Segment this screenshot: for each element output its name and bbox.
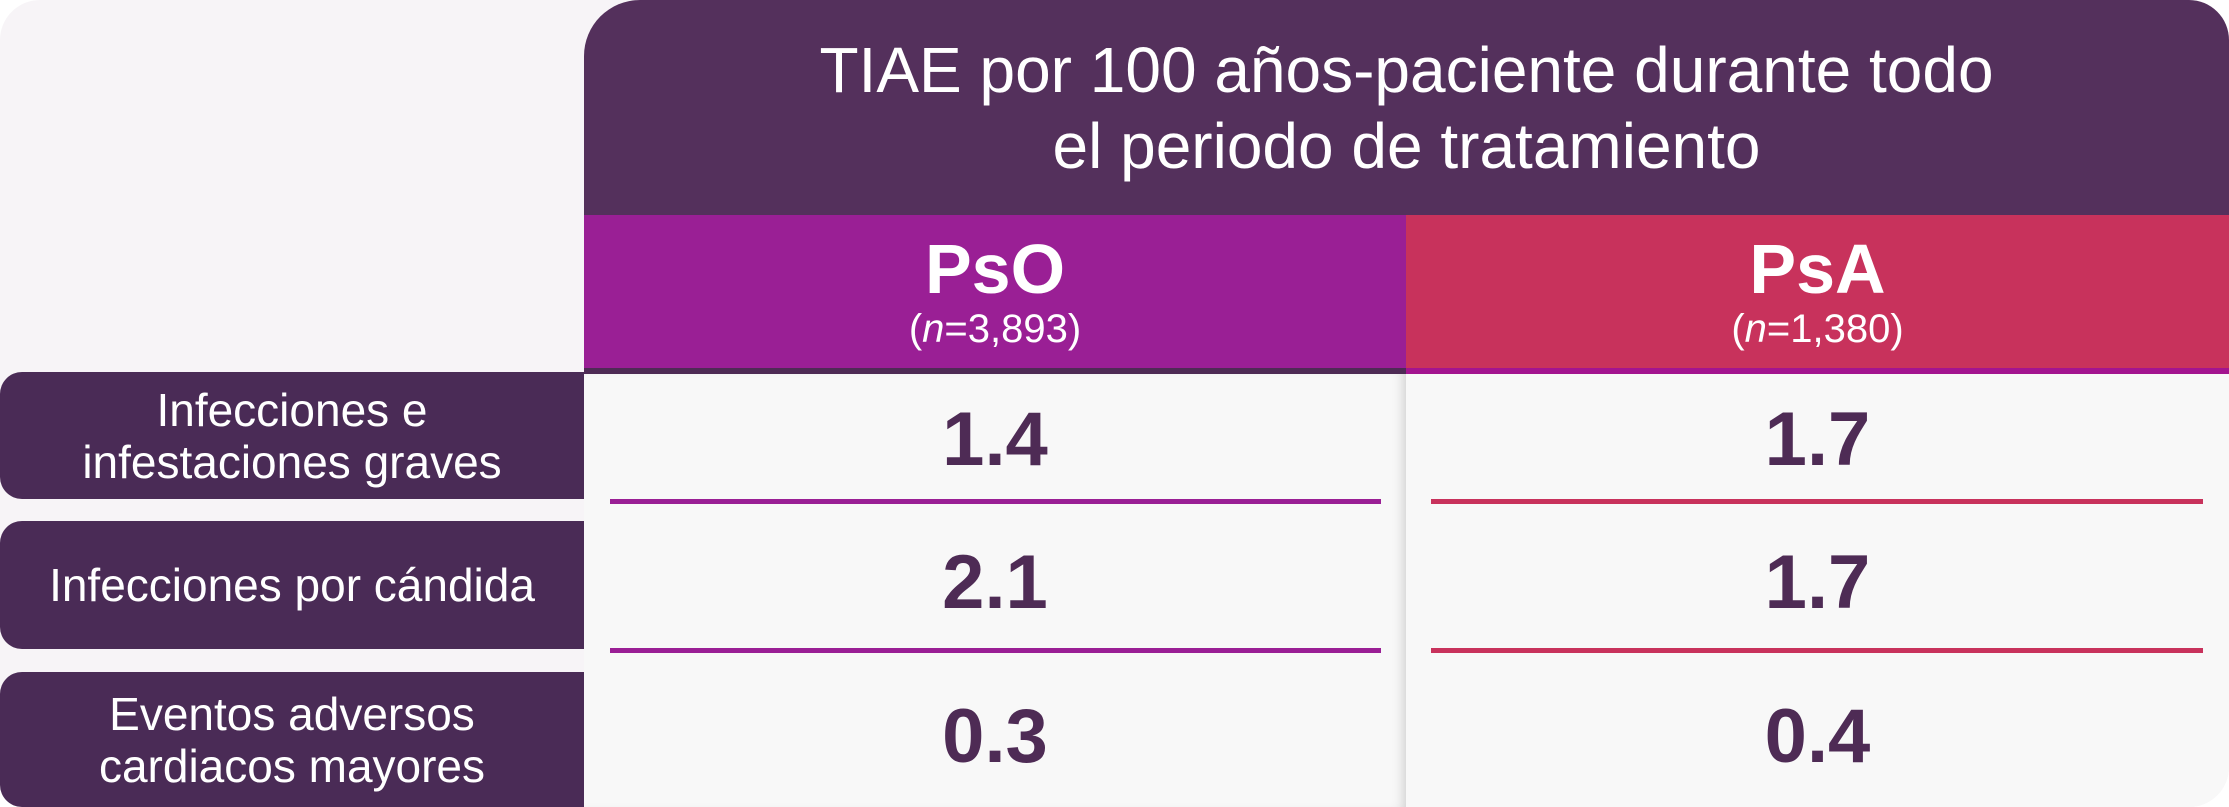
column-header-psa: PsA (n=1,380) bbox=[1406, 215, 2229, 368]
column-body-pso bbox=[584, 374, 1406, 807]
column-name-pso: PsO bbox=[924, 229, 1066, 308]
column-n-value-psa: =1,380 bbox=[1766, 306, 1891, 351]
header-title-line-1: TIAE por 100 años-paciente durante todo bbox=[819, 33, 1994, 106]
cell-value-psa: 1.7 bbox=[1764, 540, 1871, 625]
column-n-psa: (n=1,380) bbox=[1731, 306, 1904, 351]
cell-value-pso: 0.3 bbox=[942, 694, 1048, 779]
table-header-title: TIAE por 100 años-paciente durante todo … bbox=[584, 0, 2229, 215]
row-divider-psa bbox=[1431, 648, 2203, 653]
column-body-psa bbox=[1406, 374, 2229, 807]
row-label-line-2: infestaciones graves bbox=[82, 435, 502, 488]
cell-value-pso: 2.1 bbox=[942, 540, 1048, 625]
row-divider-pso bbox=[610, 648, 1381, 653]
column-underline-psa bbox=[1406, 368, 2229, 374]
cell-value-psa: 0.4 bbox=[1764, 694, 1871, 779]
column-n-value-pso: =3,893 bbox=[944, 306, 1068, 351]
row-label-mace: Eventos adversos cardiacos mayores bbox=[0, 672, 584, 807]
column-n-label-pso: n bbox=[922, 306, 945, 351]
header-title-line-2: el periodo de tratamiento bbox=[1052, 109, 1761, 182]
column-underline-pso bbox=[584, 368, 1406, 374]
column-n-pso: (n=3,893) bbox=[908, 306, 1082, 351]
cell-value-psa: 1.7 bbox=[1764, 397, 1871, 482]
cell-value-pso: 1.4 bbox=[942, 397, 1048, 482]
row-divider-pso bbox=[610, 499, 1381, 504]
column-n-label-psa: n bbox=[1744, 306, 1767, 351]
row-divider-psa bbox=[1431, 499, 2203, 504]
row-label-serious-infections: Infecciones e infestaciones graves bbox=[0, 372, 584, 499]
row-label-line-1: Infecciones e bbox=[156, 383, 428, 436]
row-label-line-1: Infecciones por cándida bbox=[49, 559, 535, 611]
row-label-line-1: Eventos adversos bbox=[109, 687, 475, 740]
row-label-candida-infections: Infecciones por cándida bbox=[0, 521, 584, 649]
column-header-pso: PsO (n=3,893) bbox=[584, 215, 1406, 368]
row-label-line-2: cardiacos mayores bbox=[98, 739, 486, 792]
column-name-psa: PsA bbox=[1749, 229, 1886, 308]
